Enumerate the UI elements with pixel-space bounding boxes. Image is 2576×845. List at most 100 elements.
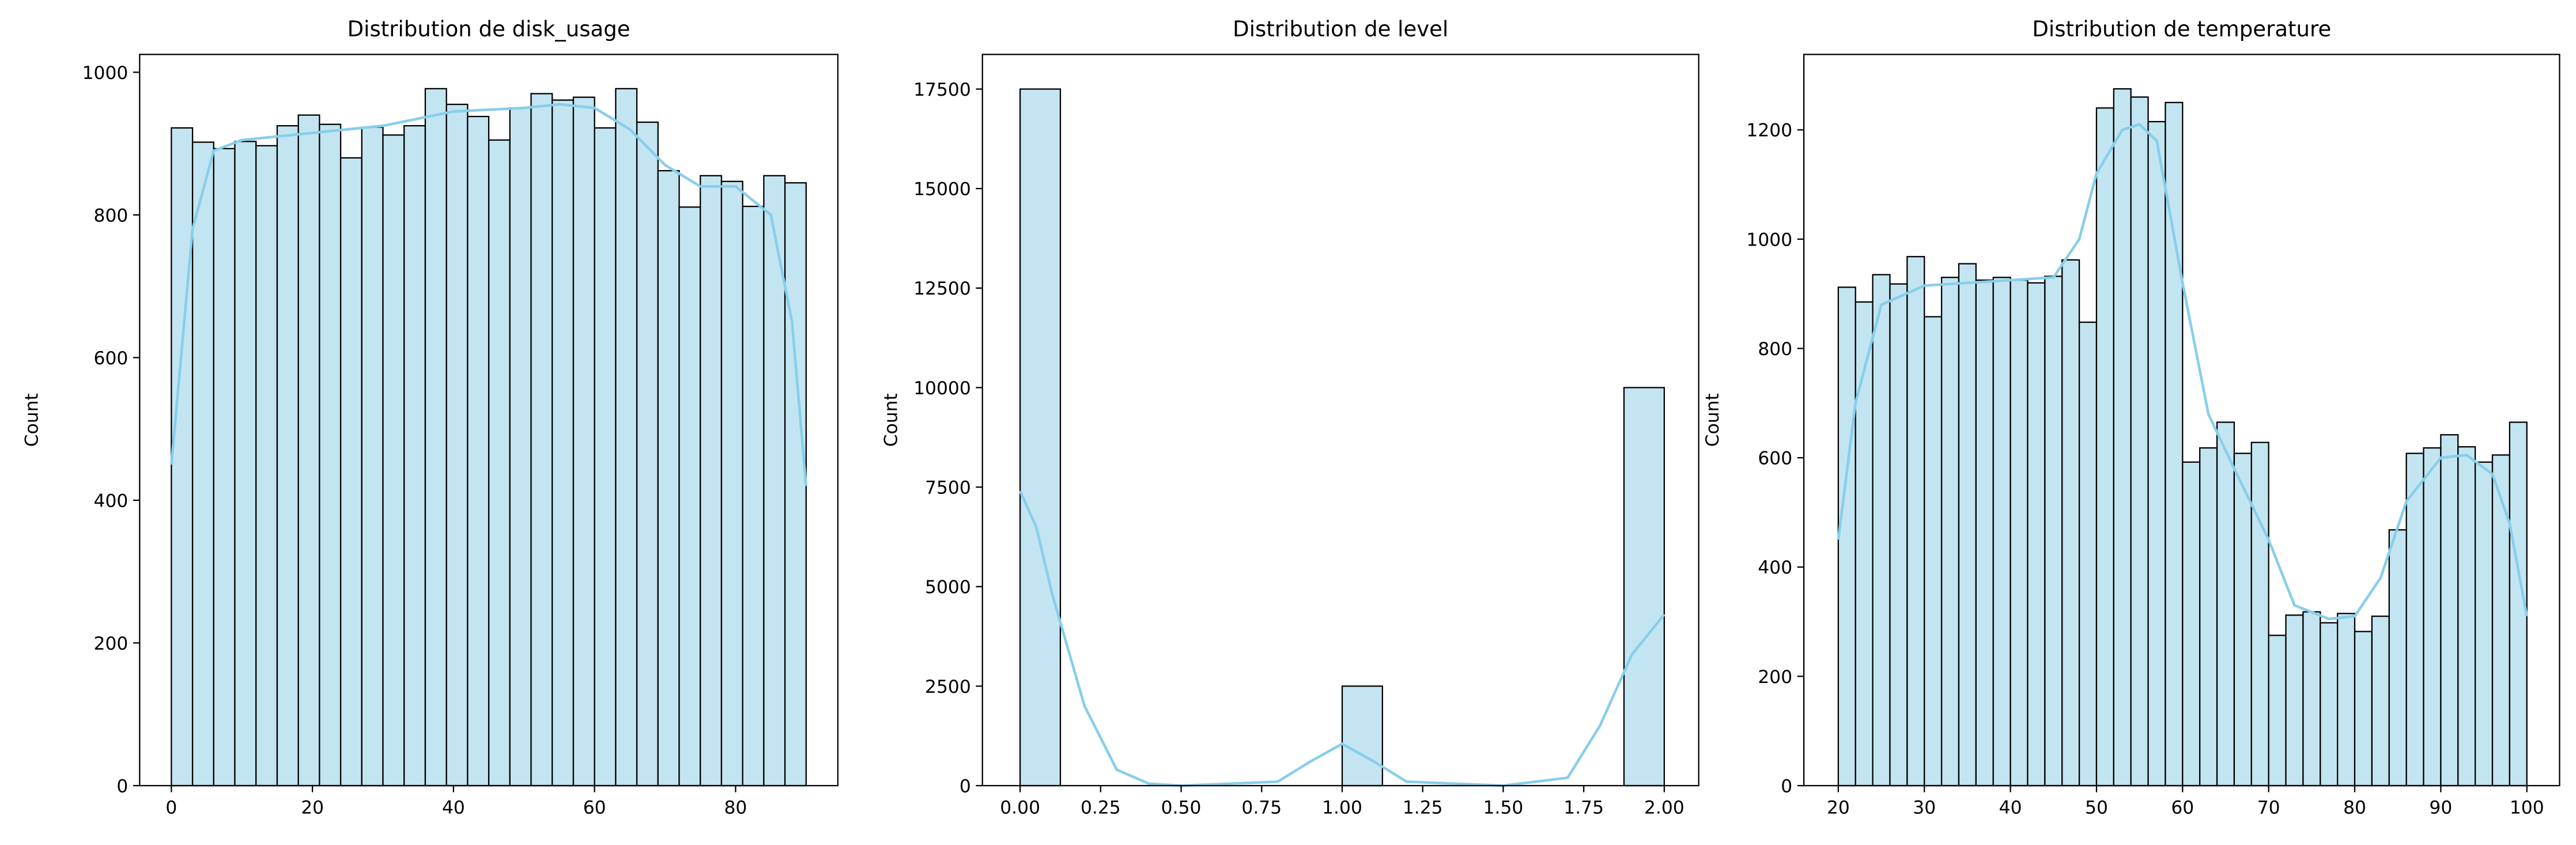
y-tick-label: 200 — [94, 633, 129, 654]
bar — [700, 175, 723, 787]
bar — [2457, 446, 2476, 787]
bar — [657, 170, 680, 787]
bar — [2285, 614, 2304, 787]
x-tick-label: 20 — [301, 797, 324, 818]
x-tick-label: 0.50 — [1161, 797, 1202, 818]
x-tick-label: 1.75 — [1563, 797, 1604, 818]
chart-title: Distribution de temperature — [2032, 17, 2331, 42]
bar — [2147, 120, 2166, 787]
y-tick-label: 1000 — [82, 63, 129, 84]
y-tick-label: 7500 — [925, 477, 971, 498]
x-tick-label: 20 — [1827, 797, 1850, 818]
bar — [2320, 622, 2339, 787]
bar — [2268, 635, 2287, 787]
y-tick-label: 5000 — [925, 577, 971, 598]
kde-line — [1837, 123, 2528, 621]
bar — [191, 141, 214, 787]
bar — [2182, 461, 2201, 787]
axes-frame — [1803, 54, 2560, 787]
x-tick-label: 90 — [2429, 797, 2452, 818]
bar — [2010, 279, 2029, 787]
x-tick-label: 0.25 — [1081, 797, 1121, 818]
bar — [2371, 615, 2390, 787]
x-tick-label: 80 — [724, 797, 747, 818]
bar — [2302, 611, 2321, 787]
y-axis-label: Count — [881, 393, 902, 447]
bar — [467, 115, 490, 787]
x-tick-label: 1.00 — [1322, 797, 1362, 818]
bar — [1623, 387, 1665, 787]
y-tick-label: 12500 — [913, 278, 971, 299]
y-tick-label: 400 — [1758, 557, 1792, 578]
x-tick-label: 1.25 — [1403, 797, 1443, 818]
x-tick-label: 2.00 — [1644, 797, 1684, 818]
bar — [297, 114, 320, 787]
bar — [171, 127, 194, 787]
x-tick-label: 60 — [2171, 797, 2194, 818]
chart-title: Distribution de level — [1233, 17, 1448, 42]
bar — [255, 145, 278, 787]
bar — [742, 205, 765, 787]
bar — [424, 88, 447, 787]
bar — [636, 121, 659, 787]
bar — [1854, 301, 1874, 787]
bar — [319, 123, 342, 787]
bar — [615, 88, 638, 787]
y-tick-label: 800 — [94, 205, 129, 226]
bar — [552, 99, 575, 787]
bar — [2199, 447, 2218, 787]
bar — [276, 125, 299, 787]
chart-title: Distribution de disk_usage — [348, 17, 630, 42]
bar — [594, 127, 617, 787]
y-axis-label: Count — [1702, 393, 1723, 447]
kde-line — [1019, 491, 1665, 787]
bar — [678, 206, 701, 787]
y-tick-label: 800 — [1758, 339, 1792, 360]
bar — [509, 107, 532, 787]
bar — [2078, 321, 2098, 787]
x-tick-label: 30 — [1913, 797, 1936, 818]
bar — [1924, 316, 1943, 787]
bar — [1992, 277, 2011, 787]
bar — [2405, 452, 2424, 787]
x-tick-label: 80 — [2343, 797, 2366, 818]
bar — [382, 134, 405, 787]
y-tick-label: 15000 — [913, 179, 971, 200]
kde-line — [170, 103, 808, 486]
bar — [339, 157, 362, 787]
bar — [2337, 613, 2356, 787]
y-tick-label: 400 — [94, 491, 129, 511]
bar — [1940, 277, 1960, 787]
bar — [2095, 107, 2114, 787]
x-tick-label: 60 — [583, 797, 606, 818]
y-tick-label: 17500 — [913, 80, 971, 100]
bar — [361, 126, 384, 787]
bar — [2423, 447, 2442, 787]
bar — [2113, 88, 2132, 787]
y-tick-label: 1200 — [1746, 120, 1792, 141]
bar — [2216, 421, 2235, 787]
bar — [1019, 88, 1062, 787]
bar — [720, 180, 743, 787]
bar — [2354, 631, 2373, 787]
bar — [763, 175, 786, 787]
bar — [2491, 454, 2511, 787]
bar — [403, 125, 426, 787]
x-tick-label: 0 — [165, 797, 177, 818]
x-tick-label: 0.00 — [1000, 797, 1040, 818]
y-tick-label: 0 — [1781, 776, 1792, 797]
y-tick-label: 200 — [1758, 667, 1792, 688]
x-tick-label: 40 — [1999, 797, 2022, 818]
x-tick-label: 1.50 — [1483, 797, 1524, 818]
y-tick-label: 1000 — [1746, 229, 1792, 250]
bar — [572, 96, 595, 787]
y-tick-label: 600 — [94, 348, 129, 369]
x-tick-label: 40 — [442, 797, 465, 818]
bar — [784, 182, 807, 787]
bar — [2027, 282, 2046, 787]
bar — [213, 148, 236, 787]
y-tick-label: 10000 — [913, 378, 971, 399]
axes-frame — [981, 54, 1699, 787]
